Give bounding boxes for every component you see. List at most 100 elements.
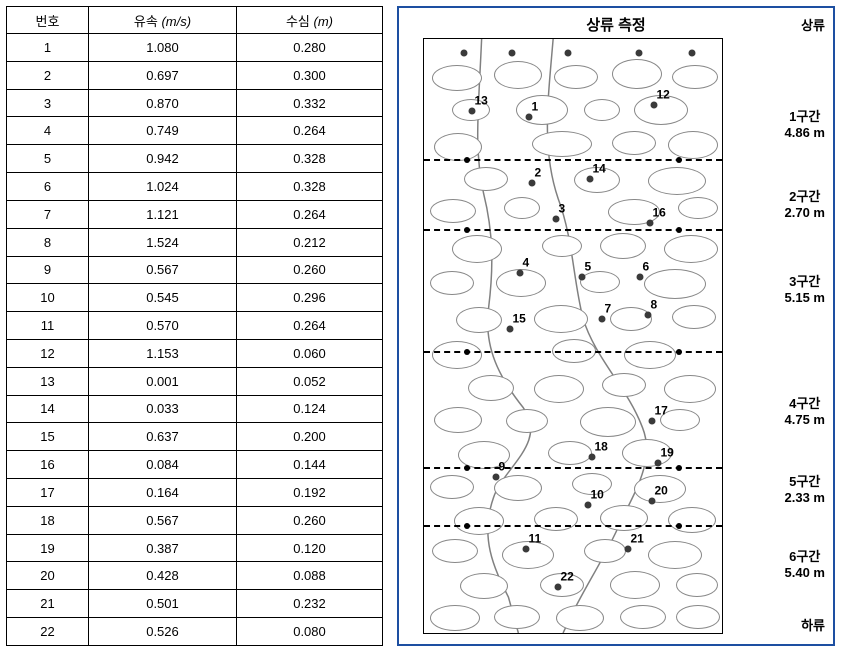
cell-velocity: 0.526 (89, 618, 237, 646)
rock-icon (672, 305, 716, 329)
measurement-point: 4 (517, 270, 524, 277)
measurement-point: 14 (587, 176, 594, 183)
rock-icon (432, 539, 478, 563)
measurement-table: 번호 유속 (m/s) 수심 (m) 11.0800.28020.6970.30… (6, 6, 383, 646)
rock-icon (504, 197, 540, 219)
cell-depth: 0.088 (237, 562, 383, 590)
rock-icon (432, 341, 482, 369)
point-label: 22 (561, 570, 574, 584)
measurement-point: 19 (655, 460, 662, 467)
cell-depth: 0.300 (237, 61, 383, 89)
cell-index: 13 (7, 367, 89, 395)
section-label: 3구간5.15 m (785, 274, 825, 307)
rock-icon (556, 605, 604, 631)
table-row: 20.6970.300 (7, 61, 383, 89)
rock-icon (554, 65, 598, 89)
table-row: 160.0840.144 (7, 451, 383, 479)
cell-depth: 0.260 (237, 506, 383, 534)
cell-velocity: 0.637 (89, 423, 237, 451)
section-label: 2구간2.70 m (785, 189, 825, 222)
cell-index: 20 (7, 562, 89, 590)
rock-icon (610, 571, 660, 599)
cell-index: 22 (7, 618, 89, 646)
table-row: 210.5010.232 (7, 590, 383, 618)
measurement-point: 1 (526, 114, 533, 121)
cell-depth: 0.296 (237, 284, 383, 312)
cell-index: 10 (7, 284, 89, 312)
rock-icon (460, 573, 508, 599)
point-label: 11 (529, 532, 542, 546)
top-marker-dot (565, 50, 572, 57)
point-label: 10 (591, 488, 604, 502)
point-label: 20 (655, 484, 668, 498)
cell-velocity: 1.524 (89, 228, 237, 256)
rock-icon (516, 95, 568, 125)
top-marker-dot (689, 50, 696, 57)
point-label: 13 (475, 94, 488, 108)
cell-index: 2 (7, 61, 89, 89)
rock-icon (548, 441, 592, 465)
label-upstream: 상류 (801, 18, 825, 34)
measurement-point: 20 (649, 498, 656, 505)
measurement-point: 2 (529, 180, 536, 187)
section-name: 4구간 (785, 396, 825, 412)
rock-icon (532, 131, 592, 157)
cell-depth: 0.052 (237, 367, 383, 395)
cell-depth: 0.120 (237, 534, 383, 562)
measurement-point: 17 (649, 418, 656, 425)
section-length: 2.33 m (785, 490, 825, 506)
channel-box: 12345678910111213141516171819202122 (423, 38, 723, 634)
cell-velocity: 0.164 (89, 479, 237, 507)
rock-icon (676, 573, 718, 597)
measurement-point: 7 (599, 316, 606, 323)
cell-velocity: 1.153 (89, 339, 237, 367)
point-label: 16 (653, 206, 666, 220)
section-length: 4.75 m (785, 412, 825, 428)
table-row: 40.7490.264 (7, 117, 383, 145)
cell-index: 19 (7, 534, 89, 562)
cell-depth: 0.124 (237, 395, 383, 423)
table-row: 170.1640.192 (7, 479, 383, 507)
cell-velocity: 1.121 (89, 200, 237, 228)
top-marker-dot (509, 50, 516, 57)
cell-velocity: 0.084 (89, 451, 237, 479)
cell-index: 4 (7, 117, 89, 145)
rock-icon (580, 271, 620, 293)
rock-icon (430, 199, 476, 223)
rock-icon (600, 233, 646, 259)
table-row: 121.1530.060 (7, 339, 383, 367)
section-divider (424, 159, 722, 161)
cell-depth: 0.200 (237, 423, 383, 451)
cell-depth: 0.260 (237, 256, 383, 284)
rock-icon (506, 409, 548, 433)
table-row: 200.4280.088 (7, 562, 383, 590)
point-label: 17 (655, 404, 668, 418)
rock-icon (610, 307, 652, 331)
table-header-row: 번호 유속 (m/s) 수심 (m) (7, 7, 383, 34)
rock-icon (584, 99, 620, 121)
cell-depth: 0.144 (237, 451, 383, 479)
point-label: 12 (657, 88, 670, 102)
table-row: 180.5670.260 (7, 506, 383, 534)
table-row: 90.5670.260 (7, 256, 383, 284)
cell-depth: 0.080 (237, 618, 383, 646)
cell-index: 17 (7, 479, 89, 507)
header-index: 번호 (7, 7, 89, 34)
rock-icon (676, 605, 720, 629)
measurement-point: 16 (647, 220, 654, 227)
measurement-point: 3 (553, 216, 560, 223)
point-label: 18 (595, 440, 608, 454)
point-label: 6 (643, 260, 650, 274)
measurement-point: 10 (585, 502, 592, 509)
table-row: 100.5450.296 (7, 284, 383, 312)
rock-icon (456, 307, 502, 333)
rock-icon (494, 475, 542, 501)
rock-icon (612, 59, 662, 89)
top-marker-dot (461, 50, 468, 57)
section-name: 3구간 (785, 274, 825, 290)
header-depth-unit: (m) (314, 14, 334, 29)
cell-index: 1 (7, 34, 89, 62)
cell-index: 12 (7, 339, 89, 367)
section-name: 5구간 (785, 474, 825, 490)
cell-index: 7 (7, 200, 89, 228)
